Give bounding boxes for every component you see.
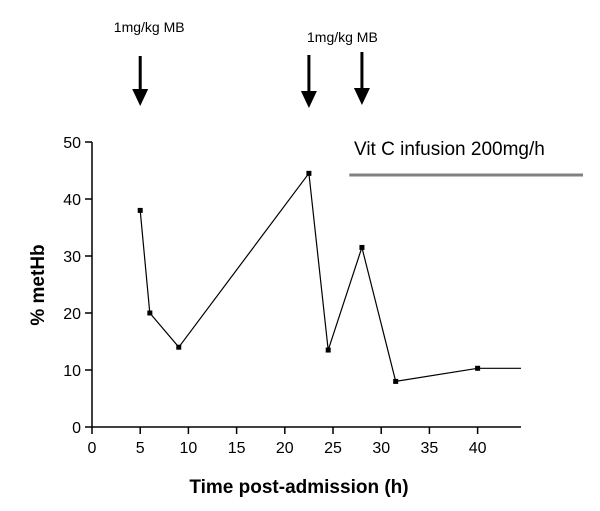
data-point	[176, 344, 182, 350]
x-tick-label: 35	[421, 440, 439, 457]
data-point	[325, 347, 331, 353]
y-axis-title: % metHb	[28, 244, 49, 325]
x-tick-label: 30	[372, 440, 390, 457]
arrow-head	[300, 91, 317, 108]
arrow-head	[353, 88, 370, 105]
axes: 0 5 10 15 20 25 30 35 40 0 10 20 30 40 50	[63, 135, 521, 457]
x-tick-label: 10	[180, 440, 198, 457]
vitc-infusion-label: Vit C infusion 200mg/h	[354, 139, 545, 160]
data-point	[306, 170, 312, 176]
x-tick-label: 5	[136, 440, 145, 457]
data-point	[147, 310, 153, 316]
annotations-group: 1mg/kg MB 1mg/kg MB Vit C infusion 200mg/h	[114, 19, 583, 177]
x-tick-label: 0	[88, 440, 97, 457]
series-group	[137, 170, 521, 384]
y-tick-label: 0	[72, 420, 81, 437]
arrow-label-2: 1mg/kg MB	[307, 29, 378, 45]
data-point	[475, 365, 481, 371]
data-point	[359, 244, 365, 250]
x-axis-title: Time post-admission (h)	[189, 477, 408, 498]
arrow-label-1: 1mg/kg MB	[114, 19, 185, 35]
y-tick-label: 30	[63, 249, 81, 266]
x-tick-label: 20	[276, 440, 294, 457]
arrow-head	[132, 89, 149, 106]
y-tick-label: 50	[63, 135, 81, 152]
data-point	[137, 207, 143, 213]
x-tick-label: 15	[228, 440, 246, 457]
y-tick-label: 20	[63, 306, 81, 323]
y-tick-label: 40	[63, 192, 81, 209]
x-tick-label: 25	[324, 440, 342, 457]
y-tick-label: 10	[63, 363, 81, 380]
data-point	[393, 378, 399, 384]
x-tick-label: 40	[469, 440, 487, 457]
